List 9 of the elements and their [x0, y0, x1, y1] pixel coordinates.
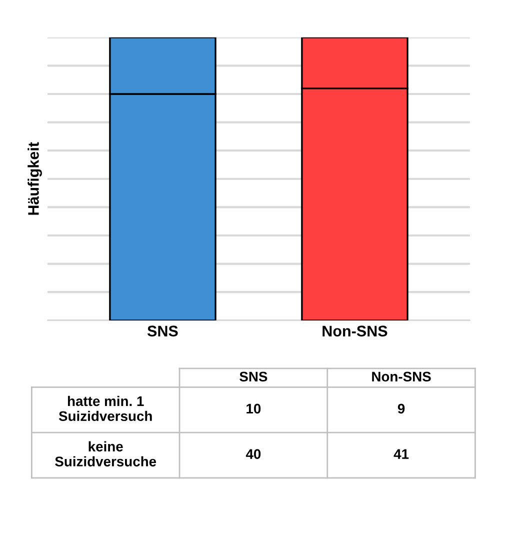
category-label: Non-SNS — [372, 372, 431, 382]
data-label: 41 — [394, 449, 409, 459]
category-label: SNS — [240, 372, 268, 382]
text: hatte min. 1 Suizidversuch — [58, 396, 152, 422]
text: keine Suizidversuche — [55, 441, 156, 466]
data-label: 40 — [246, 449, 261, 459]
y-axis-title: Häufigkeit — [28, 142, 42, 215]
data-label: 9 — [398, 404, 405, 414]
data-label: 10 — [246, 404, 261, 414]
